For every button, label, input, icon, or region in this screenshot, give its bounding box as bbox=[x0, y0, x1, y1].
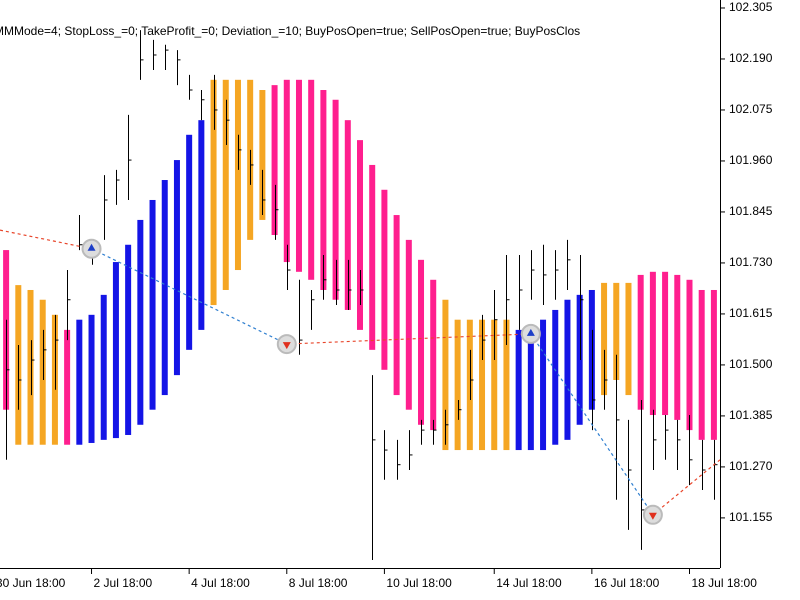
y-tick-label: 101.270 bbox=[729, 459, 773, 473]
deal-arrow bbox=[648, 512, 657, 520]
deal-marker bbox=[520, 323, 541, 344]
x-tick-label: 14 Jul 18:00 bbox=[496, 576, 562, 590]
indicator-bar bbox=[234, 79, 241, 271]
indicator-bar bbox=[649, 271, 656, 416]
indicator-bar bbox=[601, 282, 608, 396]
indicator-bar bbox=[198, 120, 205, 330]
indicator-bar bbox=[662, 271, 669, 416]
y-tick-label: 102.190 bbox=[729, 51, 773, 65]
indicator-bar bbox=[186, 134, 193, 350]
y-tick-label: 101.385 bbox=[729, 408, 773, 422]
indicator-bar bbox=[344, 120, 351, 310]
indicator-bar bbox=[27, 289, 34, 445]
deal-arrow bbox=[282, 342, 291, 350]
indicator-bar bbox=[308, 79, 315, 280]
x-tick-label: 16 Jul 18:00 bbox=[594, 576, 660, 590]
indicator-bar bbox=[149, 199, 156, 410]
indicator-bar bbox=[222, 79, 229, 290]
deal-marker bbox=[276, 334, 297, 355]
indicator-bar bbox=[454, 319, 461, 451]
y-tick-label: 101.845 bbox=[729, 204, 773, 218]
indicator-bar bbox=[430, 279, 437, 431]
x-tick-label: 30 Jun 18:00 bbox=[0, 576, 66, 590]
indicator-bar bbox=[259, 90, 266, 220]
indicator-bar bbox=[161, 180, 168, 396]
indicator-bar bbox=[125, 244, 132, 435]
indicator-bar bbox=[466, 319, 473, 451]
annotation: MMMode=4; StopLoss_=0; TakeProfit_=0; De… bbox=[0, 24, 580, 38]
x-tick-label: 8 Jul 18:00 bbox=[289, 576, 348, 590]
x-tick-label: 10 Jul 18:00 bbox=[386, 576, 452, 590]
indicator-bar bbox=[210, 79, 217, 306]
indicator-bar bbox=[515, 329, 522, 451]
y-tick-label: 101.155 bbox=[729, 510, 773, 524]
indicator-bar bbox=[588, 289, 595, 410]
indicator-bar bbox=[405, 239, 412, 410]
indicator-bar bbox=[552, 309, 559, 445]
indicator-bar bbox=[320, 90, 327, 290]
indicator-bar bbox=[100, 294, 107, 440]
indicator-bar bbox=[564, 299, 571, 440]
y-tick-label: 101.500 bbox=[729, 357, 773, 371]
indicator-bar bbox=[686, 279, 693, 431]
indicator-bar bbox=[357, 140, 363, 330]
indicator-bar bbox=[283, 79, 290, 263]
indicator-bar bbox=[637, 274, 644, 410]
indicator-bar bbox=[479, 319, 486, 451]
y-tick-label: 102.305 bbox=[729, 0, 773, 14]
indicator-bar bbox=[393, 215, 400, 396]
indicator-bar bbox=[527, 329, 534, 451]
indicator-bar bbox=[625, 282, 632, 396]
deal-line bbox=[286, 333, 531, 345]
deal-line bbox=[530, 333, 654, 516]
y-tick-label: 101.615 bbox=[729, 306, 773, 320]
indicator-bar bbox=[137, 219, 144, 425]
x-tick-label: 18 Jul 18:00 bbox=[691, 576, 757, 590]
indicator-bar bbox=[51, 314, 58, 445]
indicator-bar bbox=[88, 314, 95, 443]
indicator-bar bbox=[710, 289, 717, 440]
deal-marker bbox=[642, 504, 663, 525]
y-tick-label: 102.075 bbox=[729, 102, 773, 116]
indicator-bar bbox=[418, 259, 425, 425]
indicator-bar bbox=[674, 274, 681, 420]
x-tick-label: 2 Jul 18:00 bbox=[94, 576, 153, 590]
indicator-bar bbox=[173, 160, 180, 376]
indicator-bar bbox=[332, 99, 339, 300]
indicator-bar bbox=[698, 289, 705, 440]
deal-arrow bbox=[87, 243, 96, 251]
indicator-bar bbox=[112, 262, 119, 439]
x-tick-label: 4 Jul 18:00 bbox=[191, 576, 250, 590]
indicator-bar bbox=[491, 319, 498, 451]
deal-arrow bbox=[526, 328, 535, 336]
plot-area: MMMode=4; StopLoss_=0; TakeProfit_=0; De… bbox=[0, 24, 720, 561]
indicator-bar bbox=[442, 299, 449, 451]
deal-marker bbox=[81, 238, 102, 259]
indicator-bar bbox=[39, 299, 46, 445]
y-tick-label: 101.960 bbox=[729, 153, 773, 167]
indicator-bar bbox=[613, 282, 620, 380]
indicator-bar bbox=[295, 79, 302, 272]
indicator-bar bbox=[576, 294, 583, 425]
y-tick-label: 101.730 bbox=[729, 255, 773, 269]
indicator-bar bbox=[540, 319, 547, 451]
deal-line bbox=[652, 459, 720, 516]
indicator-bar bbox=[503, 319, 510, 451]
indicator-bar bbox=[369, 164, 376, 350]
indicator-bar bbox=[76, 319, 83, 445]
indicator-bar bbox=[64, 329, 71, 445]
indicator-bar bbox=[381, 189, 388, 370]
indicator-bar bbox=[271, 85, 278, 236]
deal-line bbox=[91, 248, 288, 345]
